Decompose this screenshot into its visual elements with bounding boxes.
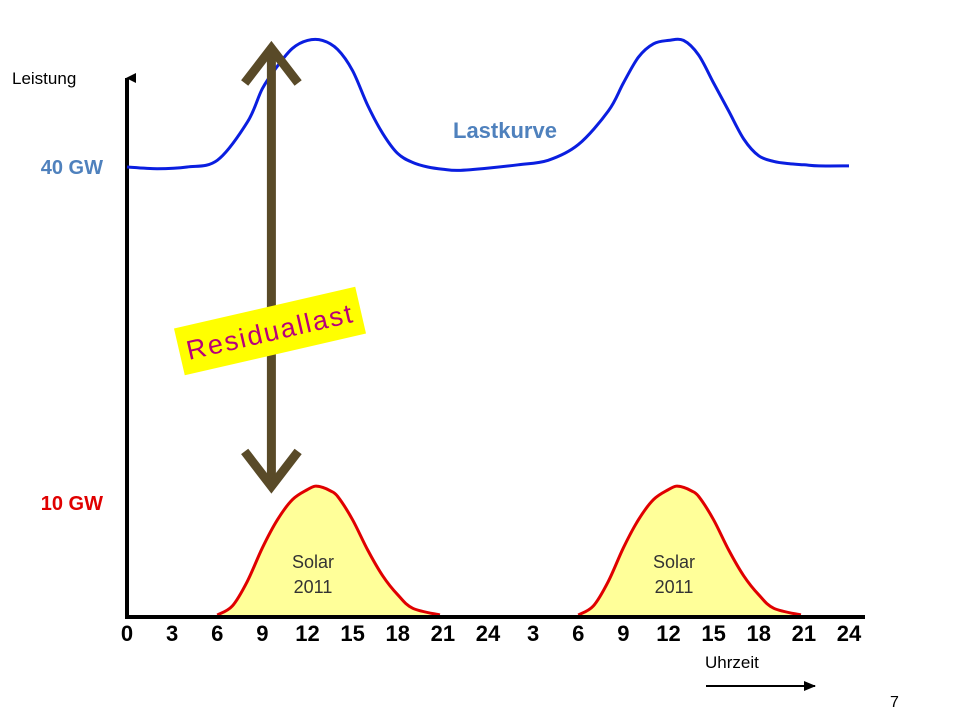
load-curve-label: Lastkurve — [453, 118, 557, 143]
residual-arrow-head-bottom — [241, 448, 302, 494]
load-curve — [126, 37, 850, 172]
x-tick-label: 0 — [121, 621, 133, 646]
x-tick-label: 21 — [792, 621, 816, 646]
residual-arrow — [241, 40, 302, 494]
x-tick-label: 6 — [211, 621, 223, 646]
x-tick-label: 18 — [386, 621, 410, 646]
solar-label-day-2-line-1: Solar — [653, 552, 695, 572]
x-tick-label: 12 — [656, 621, 680, 646]
solar-series: Solar 2011 Solar 2011 — [216, 484, 802, 617]
y-tick-label: 40 GW — [41, 157, 103, 179]
x-tick-label: 12 — [295, 621, 319, 646]
x-tick-label: 21 — [431, 621, 455, 646]
page-number: 7 — [890, 694, 899, 711]
x-tick-label: 3 — [166, 621, 178, 646]
solar-label-day-1-line-2: 2011 — [294, 577, 333, 597]
solar-curve-day-1 — [216, 484, 441, 617]
x-tick-label: 9 — [617, 621, 629, 646]
residual-arrow-head-top — [241, 40, 302, 86]
x-tick-label: 24 — [837, 621, 862, 646]
x-axis-title: Uhrzeit — [705, 653, 759, 672]
y-tick-label: 10 GW — [41, 493, 103, 515]
x-tick-label: 6 — [572, 621, 584, 646]
solar-label-day-1-line-1: Solar — [292, 552, 334, 572]
solar-label-day-2-line-2: 2011 — [655, 577, 694, 597]
x-tick-label: 18 — [747, 621, 771, 646]
x-tick-label: 3 — [527, 621, 539, 646]
x-tick-label: 24 — [476, 621, 501, 646]
x-tick-label: 15 — [340, 621, 364, 646]
y-axis-title: Leistung — [12, 69, 76, 88]
x-tick-labels: 0 3 6 9 12 15 18 21 24 3 6 9 12 15 18 21 24 — [121, 621, 862, 646]
x-tick-label: 9 — [256, 621, 268, 646]
solar-area-day-1 — [217, 486, 440, 615]
solar-area-day-2 — [578, 486, 801, 615]
series-labels: Lastkurve — [453, 118, 557, 143]
y-tick-labels: 40 GW 10 GW — [41, 157, 103, 515]
x-tick-label: 15 — [701, 621, 725, 646]
solar-curve-day-2 — [577, 484, 802, 617]
